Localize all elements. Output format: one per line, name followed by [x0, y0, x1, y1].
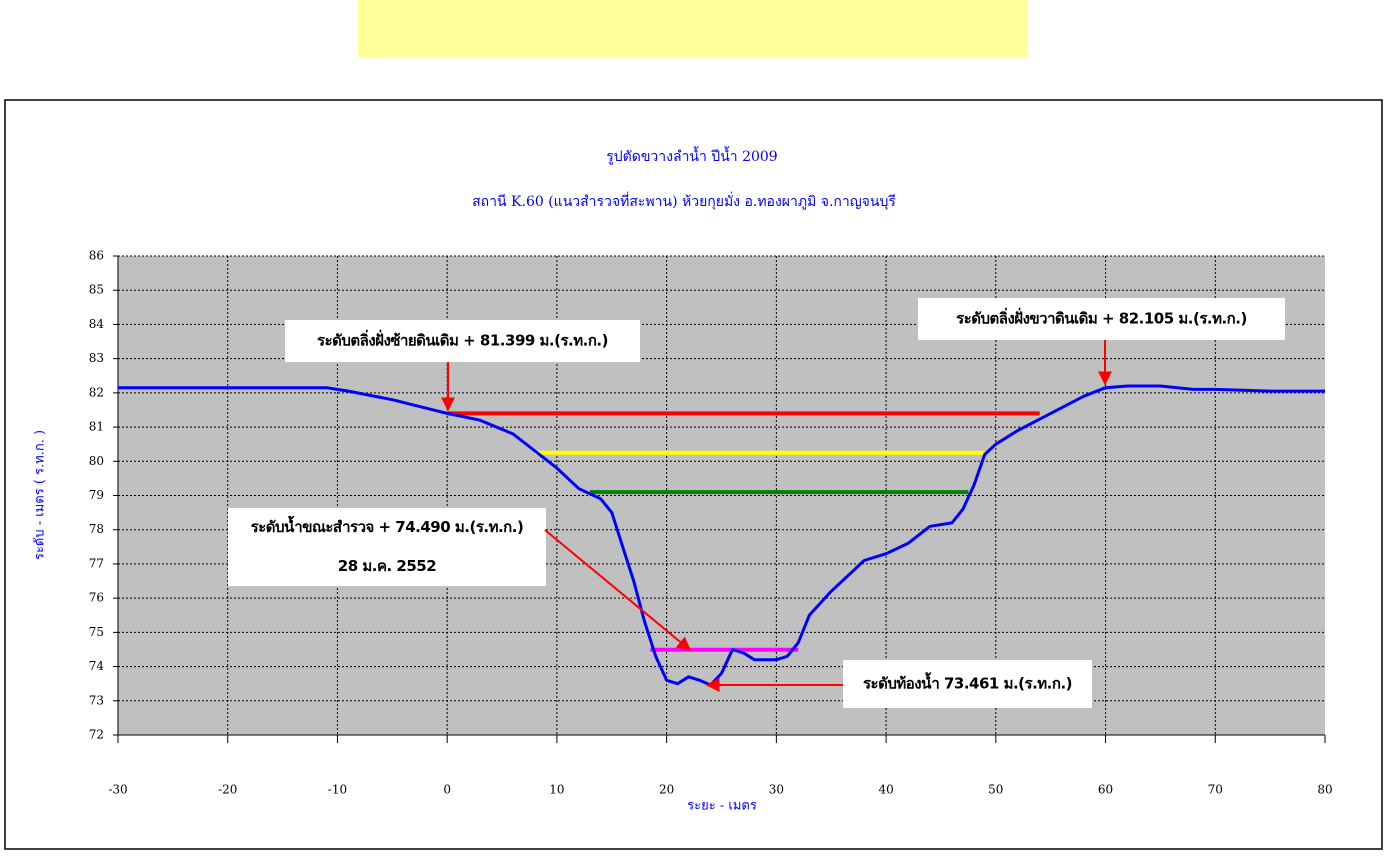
chart-subtitle: สถานี K.60 (แนวสำรวจที่สะพาน) ห้วยกุยมั่…	[472, 192, 896, 210]
y-tick-label: 84	[89, 317, 105, 331]
x-tick-label: 20	[659, 783, 674, 797]
annotation-box	[228, 508, 546, 586]
x-tick-label: 70	[1208, 783, 1223, 797]
y-tick-label: 74	[89, 659, 105, 673]
y-tick-label: 81	[89, 420, 104, 434]
x-tick-label: -20	[218, 783, 237, 797]
y-tick-label: 72	[89, 728, 104, 742]
x-tick-label: -10	[328, 783, 347, 797]
y-tick-label: 75	[89, 625, 104, 639]
y-tick-label: 80	[89, 454, 104, 468]
annotation-text: 28 ม.ค. 2552	[338, 557, 436, 575]
annotation-box	[843, 660, 1092, 708]
annotation-box	[918, 298, 1285, 340]
y-tick-label: 76	[89, 591, 104, 605]
y-tick-label: 78	[89, 522, 104, 536]
y-tick-label: 79	[89, 488, 104, 502]
annotation-text: ระดับท้องน้ำ 73.461 ม.(ร.ท.ก.)	[863, 672, 1072, 693]
x-tick-label: 40	[878, 783, 893, 797]
cross-section-line	[118, 384, 1325, 687]
header-box	[358, 0, 1027, 57]
annotation-text: ระดับตลิ่งฝั่งซ้ายดินเดิม + 81.399 ม.(ร.…	[317, 330, 608, 350]
y-tick-label: 86	[89, 249, 104, 263]
x-tick-label: 50	[988, 783, 1003, 797]
y-tick-label: 82	[89, 385, 104, 399]
y-tick-label: 73	[89, 693, 104, 707]
annotation-text: ระดับตลิ่งฝั่งขวาดินเดิม + 82.105 ม.(ร.ท…	[956, 308, 1247, 328]
chart-title: รูปตัดขวางลำน้ำ ปีน้ำ 2009	[606, 146, 777, 165]
x-tick-label: 10	[549, 783, 564, 797]
x-tick-label: 60	[1098, 783, 1113, 797]
y-tick-label: 83	[89, 351, 104, 365]
annotation-box	[285, 320, 640, 362]
y-tick-label: 85	[89, 283, 104, 297]
annotation-arrow	[544, 529, 692, 651]
y-axis-label: ระดับ - เมตร ( ร.ท.ก. )	[33, 430, 48, 560]
y-tick-label: 77	[89, 556, 104, 570]
x-tick-label: 30	[769, 783, 784, 797]
x-tick-label: -30	[108, 783, 127, 797]
x-axis-label: ระยะ - เมตร	[687, 799, 757, 814]
annotation-text: ระดับน้ำขณะสำรวจ + 74.490 ม.(ร.ท.ก.)	[251, 515, 524, 536]
x-tick-label: 0	[443, 783, 451, 797]
x-tick-label: 80	[1317, 783, 1332, 797]
